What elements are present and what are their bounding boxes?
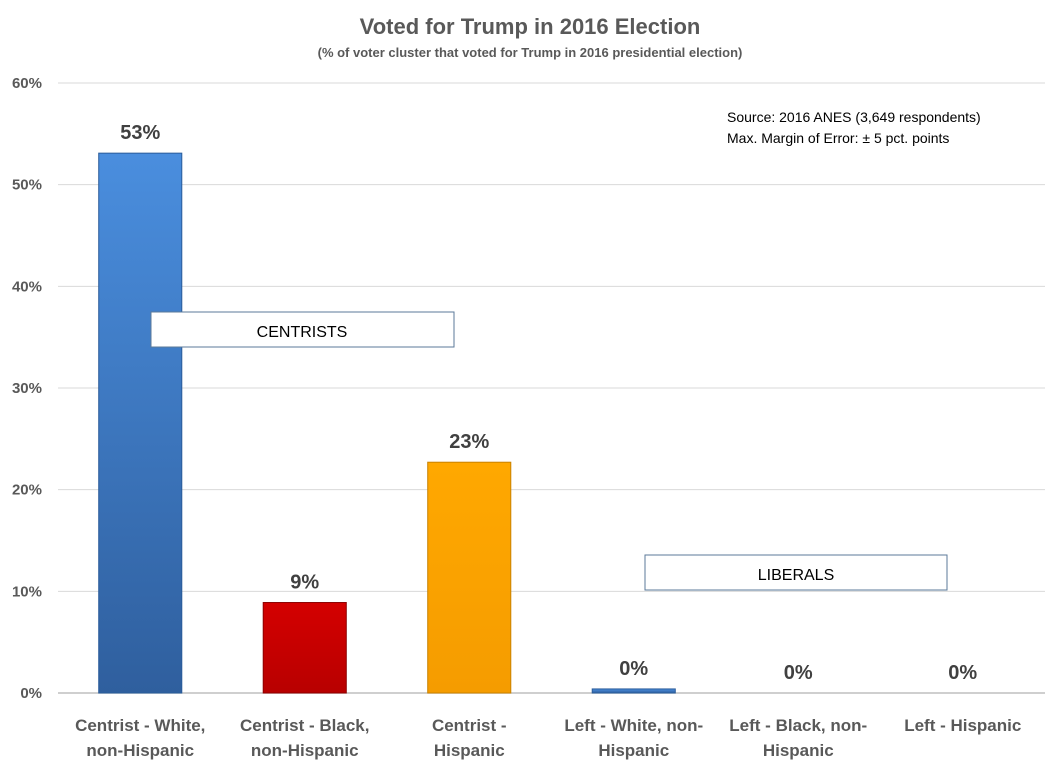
x-tick-label: Left - Hispanic (904, 716, 1021, 735)
x-tick-label-line: Centrist - White, (75, 716, 205, 735)
y-axis-ticks: 0% 10% 20% 30% 40% 50% 60% (12, 75, 42, 702)
x-tick-label: Left - White, non- Hispanic (564, 716, 703, 760)
x-tick-label: Centrist - Hispanic (432, 716, 507, 760)
data-label: 53% (120, 122, 160, 144)
liberals-label-box (644, 554, 948, 591)
data-label: 23% (449, 431, 489, 453)
x-tick-label-line: Left - Black, non- (729, 716, 867, 735)
bar (591, 688, 676, 694)
y-tick-label: 30% (12, 380, 42, 397)
source-note: Source: 2016 ANES (3,649 respondents) (727, 109, 981, 125)
y-tick-label: 0% (20, 685, 42, 702)
x-tick-label-line: Centrist - (432, 716, 507, 735)
bar (427, 461, 512, 694)
data-label: 0% (784, 662, 813, 684)
x-tick-label: Centrist - White, non-Hispanic (75, 716, 205, 760)
centrists-label-box (150, 311, 455, 348)
liberals-label: LIBERALS (758, 567, 834, 584)
y-tick-label: 60% (12, 75, 42, 92)
x-tick-label-line: Left - Hispanic (904, 716, 1021, 735)
liberals-group-label: LIBERALS (644, 554, 948, 591)
bar (98, 152, 183, 694)
data-labels: 53% 9% 23% 0% 0% 0% (120, 122, 977, 684)
gridlines (58, 82, 1045, 694)
x-tick-label: Left - Black, non- Hispanic (729, 716, 867, 760)
y-tick-label: 20% (12, 482, 42, 499)
x-tick-label-line: Hispanic (763, 741, 834, 760)
chart-title: Voted for Trump in 2016 Election (360, 14, 701, 39)
chart-subtitle: (% of voter cluster that voted for Trump… (318, 45, 743, 60)
y-tick-label: 50% (12, 177, 42, 194)
centrists-group-label: CENTRISTS (150, 311, 455, 348)
data-label: 9% (290, 572, 319, 594)
x-tick-label-line: Hispanic (434, 741, 505, 760)
x-tick-label-line: Left - White, non- (564, 716, 703, 735)
y-tick-label: 10% (12, 583, 42, 600)
x-tick-label-line: non-Hispanic (86, 741, 194, 760)
x-tick-label-line: Centrist - Black, (240, 716, 369, 735)
data-label: 0% (948, 662, 977, 684)
x-tick-label-line: Hispanic (598, 741, 669, 760)
data-label: 0% (619, 658, 648, 680)
y-tick-label: 40% (12, 278, 42, 295)
centrists-label: CENTRISTS (257, 324, 348, 341)
bar (262, 602, 347, 694)
bars (98, 152, 676, 694)
x-tick-label: Centrist - Black, non-Hispanic (240, 716, 369, 760)
x-tick-label-line: non-Hispanic (251, 741, 359, 760)
margin-of-error-note: Max. Margin of Error: ± 5 pct. points (727, 130, 949, 146)
